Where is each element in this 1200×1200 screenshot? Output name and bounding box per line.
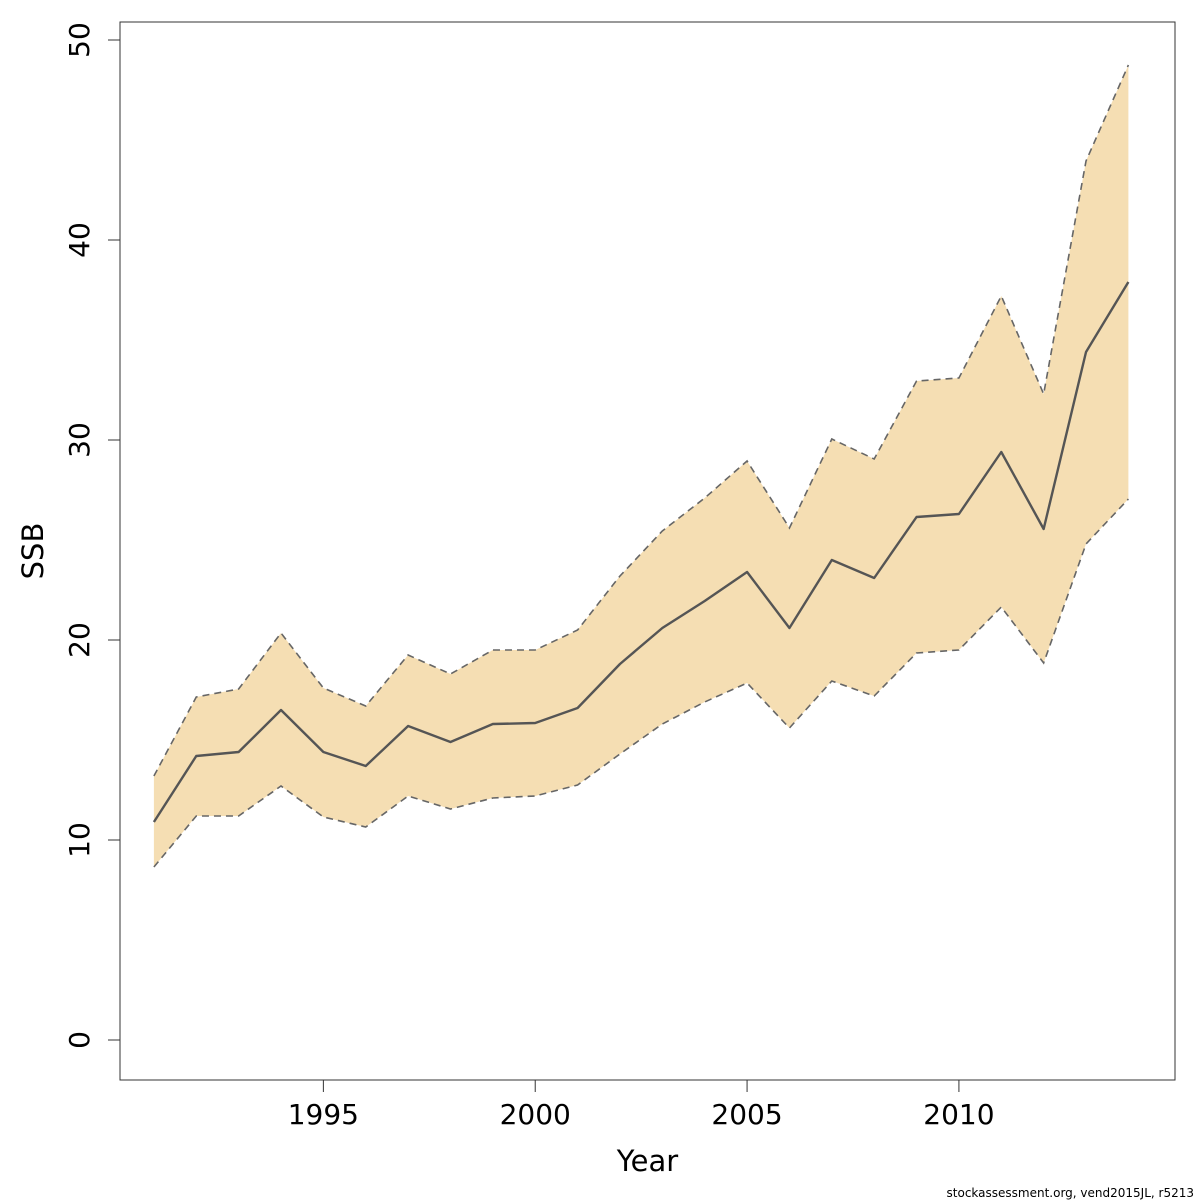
x-tick-label: 2000	[500, 1098, 571, 1131]
confidence-band-area	[153, 65, 1129, 867]
x-tick-label: 1995	[288, 1098, 359, 1131]
y-tick-label: 30	[63, 422, 96, 458]
y-tick-label: 10	[63, 822, 96, 858]
x-tick-label: 2005	[711, 1098, 782, 1131]
confidence-band-layer	[153, 64, 1130, 868]
footer-note: stockassessment.org, vend2015JL, r5213	[947, 1186, 1194, 1200]
y-tick-label: 20	[63, 622, 96, 658]
y-axis-title: SSB	[16, 523, 50, 580]
ssb-estimate-line	[152, 281, 1130, 823]
lower-bound-line	[153, 498, 1129, 868]
x-axis: 1995 2000 2005 2010	[288, 1079, 995, 1131]
x-tick-label: 2010	[923, 1098, 994, 1131]
x-axis-title: Year	[616, 1144, 678, 1178]
y-axis: 0 10 20 30 40 50	[63, 22, 121, 1049]
y-tick-label: 0	[63, 1031, 96, 1049]
y-tick-label: 50	[63, 22, 96, 58]
estimate-line-layer	[152, 281, 1130, 823]
upper-bound-line	[153, 64, 1130, 777]
y-tick-label: 40	[63, 222, 96, 258]
